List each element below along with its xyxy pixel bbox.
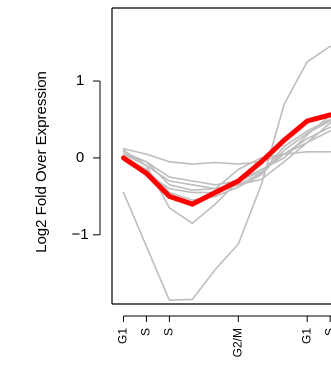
- y-tick-label: 0: [76, 149, 84, 166]
- y-axis-label: Log2 Fold Over Expression: [33, 71, 50, 253]
- x-tick-label: S: [322, 328, 331, 336]
- x-tick-label: G1: [299, 328, 313, 344]
- x-tick-label: G2/M: [230, 328, 244, 357]
- y-tick-label: −1: [71, 226, 88, 243]
- x-tick-label: S: [162, 328, 176, 336]
- x-tick-label: G1: [116, 328, 130, 344]
- x-tick-label: S: [139, 328, 153, 336]
- y-tick-label: 1: [76, 72, 84, 89]
